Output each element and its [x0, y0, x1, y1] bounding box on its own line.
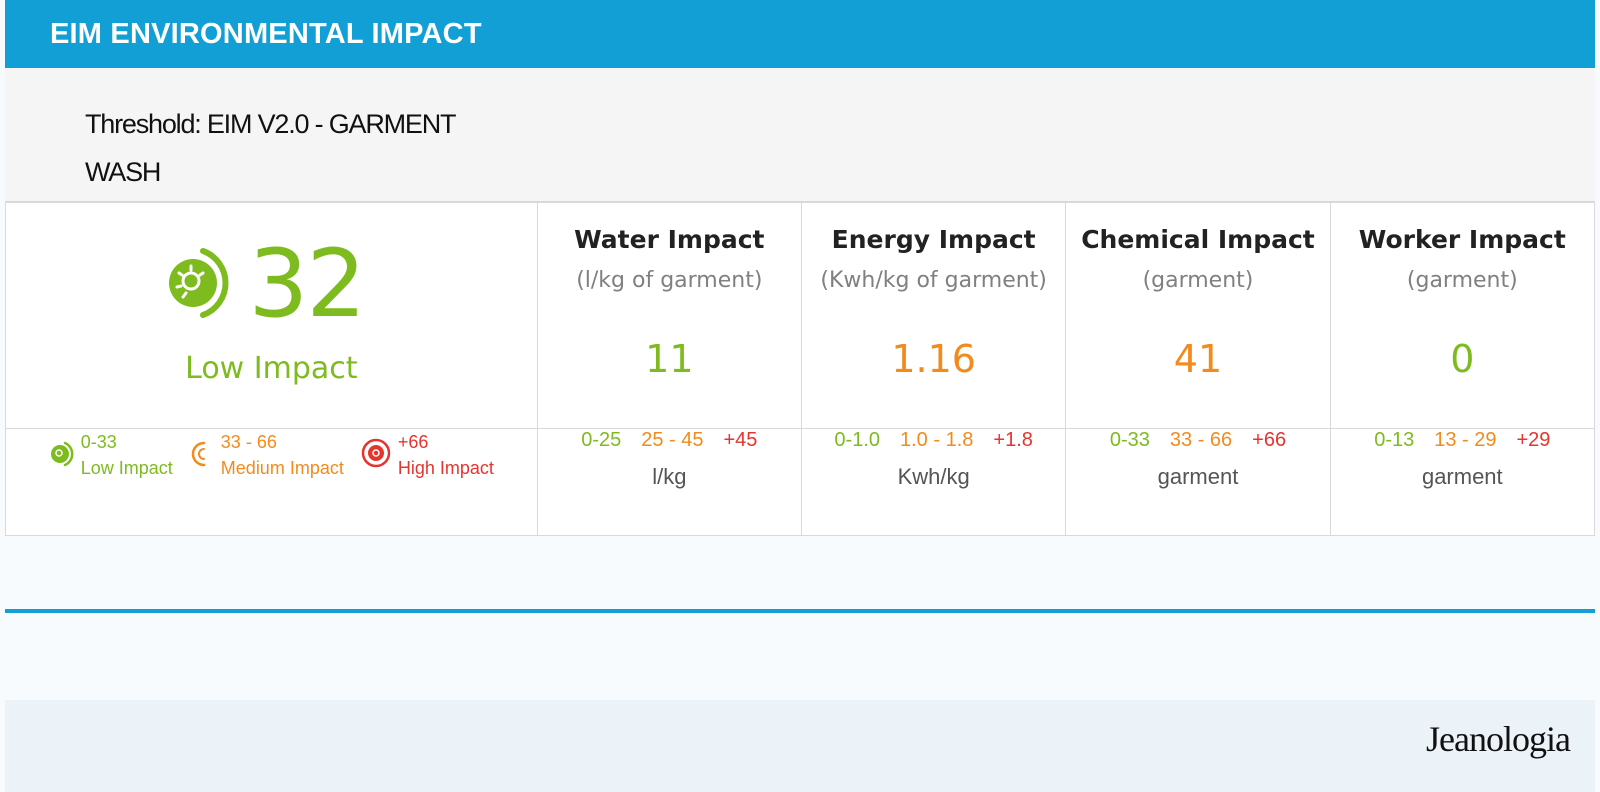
chemical-impact-value: 41	[1173, 337, 1223, 381]
score-label: Low Impact	[185, 351, 358, 386]
water-impact-title: Water Impact	[574, 225, 765, 254]
score-value: 32	[248, 230, 367, 339]
energy-ranges-cell: 0-1.0 1.0 - 1.8 +1.8 Kwh/kg	[800, 428, 1067, 536]
high-impact-icon	[360, 437, 392, 473]
energy-impact-value: 1.16	[891, 337, 976, 381]
chemical-range-high: +66	[1252, 429, 1287, 451]
legend-high-name: High Impact	[397, 458, 494, 478]
legend-medium-range: 33 - 66	[220, 432, 277, 452]
water-ranges-cell: 0-25 25 - 45 +45 l/kg	[536, 428, 802, 536]
metrics-table: 32 Low Impact Water Impact (l/kg of garm…	[5, 202, 1596, 536]
energy-range-medium: 1.0 - 1.8	[900, 429, 974, 451]
energy-impact-cell: Energy Impact (Kwh/kg of garment) 1.16	[800, 202, 1067, 429]
section-divider	[5, 609, 1595, 613]
worker-range-high: +29	[1516, 429, 1551, 451]
water-impact-value: 11	[645, 337, 694, 381]
legend-medium-name: Medium Impact	[220, 458, 344, 478]
eim-panel: EIM ENVIRONMENTAL IMPACT Threshold: EIM …	[5, 0, 1596, 536]
worker-impact-unit: (garment)	[1406, 268, 1518, 293]
water-range-unit: l/kg	[652, 464, 687, 489]
legend-high-range: +66	[397, 432, 429, 452]
energy-impact-title: Energy Impact	[831, 225, 1036, 254]
leaf-gauge-icon	[159, 235, 239, 335]
threshold-box: Threshold: EIM V2.0 - GARMENT WASH	[5, 68, 1595, 202]
footer: Jeanologia	[5, 700, 1595, 792]
legend-low-range: 0-33	[80, 432, 117, 452]
low-impact-icon	[49, 438, 75, 472]
energy-impact-unit: (Kwh/kg of garment)	[820, 268, 1047, 293]
chemical-impact-unit: (garment)	[1142, 268, 1254, 293]
chemical-range-medium: 33 - 66	[1169, 429, 1233, 451]
water-range-low: 0-25	[581, 429, 622, 451]
water-impact-unit: (l/kg of garment)	[576, 268, 763, 293]
chemical-range-unit: garment	[1157, 464, 1239, 489]
chemical-impact-title: Chemical Impact	[1081, 225, 1315, 254]
header-bar: EIM ENVIRONMENTAL IMPACT	[5, 0, 1595, 68]
threshold-line-1: Threshold: EIM V2.0 - GARMENT	[85, 109, 457, 139]
energy-range-high: +1.8	[993, 429, 1033, 451]
water-impact-cell: Water Impact (l/kg of garment) 11	[536, 202, 802, 429]
medium-impact-icon	[189, 438, 215, 472]
jeanologia-logo: Jeanologia	[1426, 719, 1571, 759]
score-cell: 32 Low Impact	[5, 202, 538, 429]
worker-impact-cell: Worker Impact (garment) 0	[1329, 202, 1596, 429]
legend-high: +66 High Impact	[360, 429, 494, 481]
threshold-line-2: WASH	[85, 157, 161, 187]
legend-medium: 33 - 66 Medium Impact	[189, 429, 344, 481]
worker-range-unit: garment	[1421, 464, 1503, 489]
chemical-ranges-cell: 0-33 33 - 66 +66 garment	[1065, 428, 1331, 536]
worker-range-low: 0-13	[1374, 429, 1415, 451]
worker-ranges-cell: 0-13 13 - 29 +29 garment	[1329, 428, 1596, 536]
chemical-impact-cell: Chemical Impact (garment) 41	[1065, 202, 1331, 429]
impact-legend-cell: 0-33 Low Impact 33 - 66	[5, 428, 538, 536]
energy-range-unit: Kwh/kg	[897, 464, 970, 489]
water-range-medium: 25 - 45	[641, 429, 704, 451]
energy-range-low: 0-1.0	[834, 429, 880, 451]
worker-impact-value: 0	[1450, 337, 1475, 381]
chemical-range-low: 0-33	[1109, 429, 1150, 451]
worker-impact-title: Worker Impact	[1358, 225, 1566, 254]
worker-range-medium: 13 - 29	[1434, 429, 1497, 451]
legend-low: 0-33 Low Impact	[49, 429, 173, 481]
legend-low-name: Low Impact	[80, 458, 173, 478]
header-title: EIM ENVIRONMENTAL IMPACT	[50, 17, 482, 50]
water-range-high: +45	[723, 429, 758, 451]
